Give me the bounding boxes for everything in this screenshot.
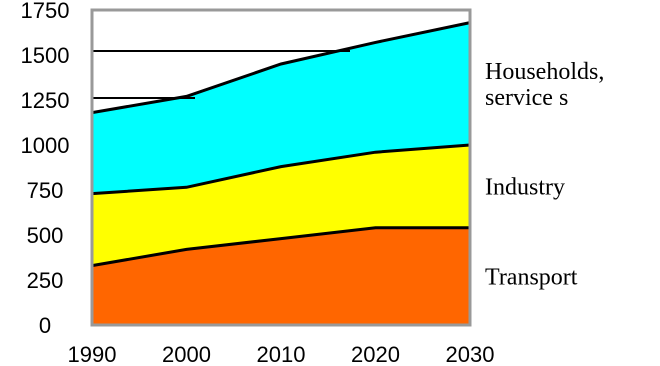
x-tick-label: 2020 xyxy=(351,342,400,366)
x-tick-label: 2010 xyxy=(257,342,306,366)
series-label-households-services: service s xyxy=(485,85,568,111)
series-label-transport: Transport xyxy=(485,264,578,290)
series-label-industry: Industry xyxy=(485,174,565,200)
x-axis-tick-labels: 1990 2000 2010 2020 2030 xyxy=(68,342,495,366)
y-tick-label: 1250 xyxy=(21,88,70,113)
series-label-households-services: Households, xyxy=(485,59,604,85)
reference-lines xyxy=(92,50,350,99)
y-tick-label: 1500 xyxy=(21,43,70,68)
x-tick-label: 1990 xyxy=(68,342,117,366)
area-transport xyxy=(92,227,470,325)
y-tick-label: 250 xyxy=(27,268,64,293)
line-transport xyxy=(91,226,470,268)
y-tick-label: 1750 xyxy=(21,0,70,23)
x-tick-label: 2030 xyxy=(446,342,495,366)
series-labels: Transport Industry Households,service s xyxy=(485,59,604,291)
line-households-services xyxy=(91,21,471,115)
y-tick-label: 0 xyxy=(39,313,51,338)
y-axis-tick-labels: 0 250 500 750 1000 1250 1500 1750 xyxy=(21,0,70,338)
series-boundary-lines xyxy=(91,21,471,268)
plot-border xyxy=(90,8,472,327)
area-industry xyxy=(92,145,470,266)
plot-frame xyxy=(90,8,472,327)
y-tick-label: 750 xyxy=(27,178,64,203)
line-industry xyxy=(91,143,471,196)
y-tick-label: 1000 xyxy=(21,133,70,158)
y-tick-label: 500 xyxy=(27,223,64,248)
x-tick-label: 2000 xyxy=(162,342,211,366)
area-layers xyxy=(92,22,470,325)
